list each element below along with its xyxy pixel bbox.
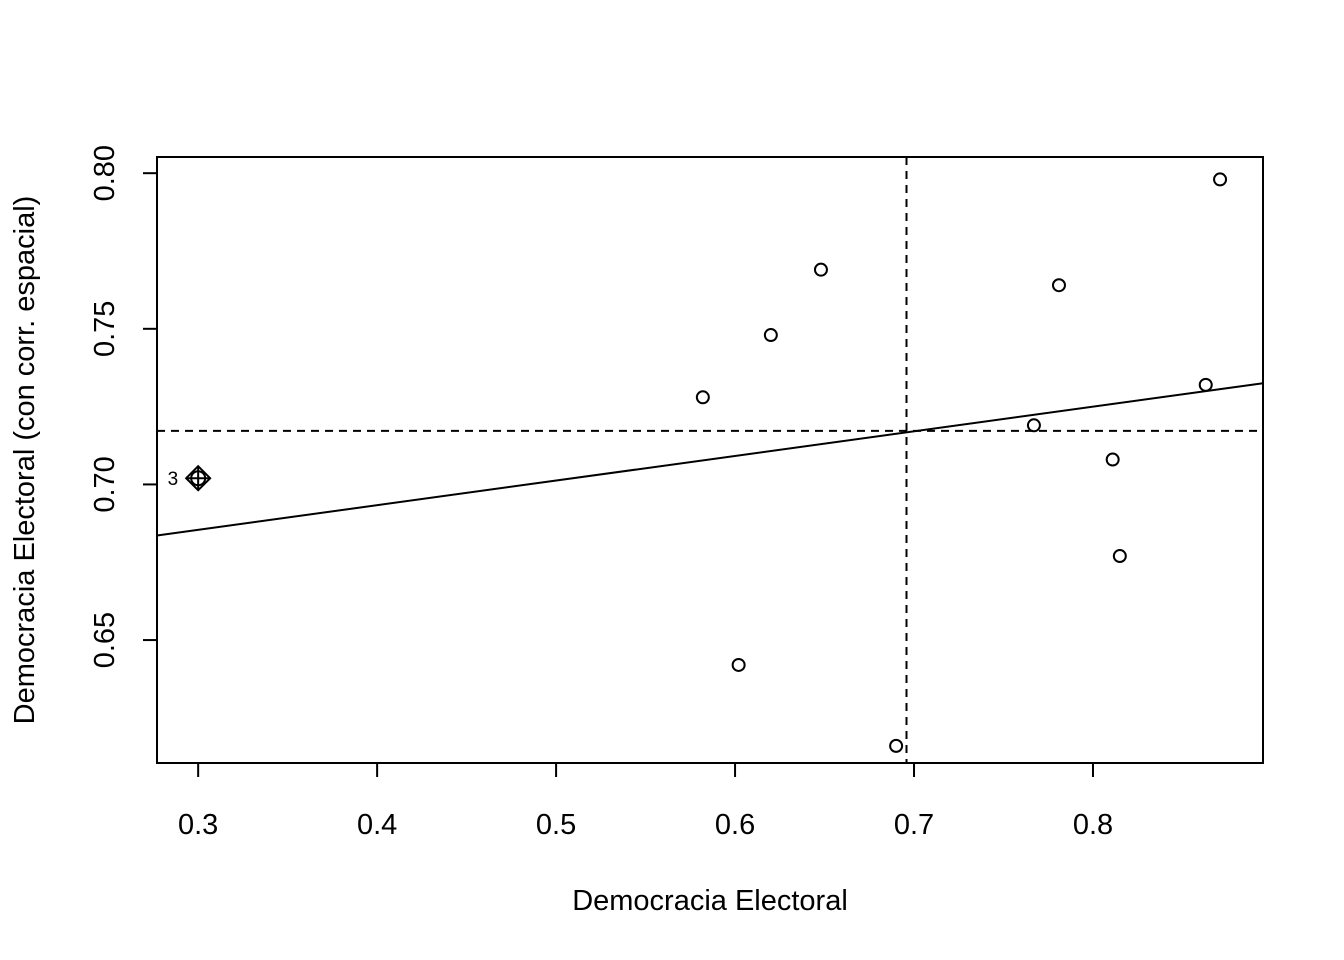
x-tick-label: 0.8 — [1073, 809, 1113, 841]
regression-line — [156, 382, 1264, 537]
scatter-point — [1112, 549, 1127, 564]
scatter-point — [813, 262, 828, 277]
x-tick-label: 0.3 — [178, 809, 218, 841]
y-tick-label: 0.75 — [89, 301, 121, 357]
x-axis-title: Democracia Electoral — [572, 885, 848, 917]
scatter-point — [1105, 452, 1120, 467]
data-points: 3 — [168, 172, 1228, 753]
scatter-point — [731, 657, 746, 672]
x-tick-label: 0.5 — [536, 809, 576, 841]
y-tick-label: 0.80 — [89, 145, 121, 201]
reference-lines — [156, 157, 1264, 763]
point-label: 3 — [168, 469, 179, 490]
scatter-point — [889, 738, 904, 753]
x-tick-label: 0.6 — [715, 809, 755, 841]
y-axis-title: Democracia Electoral (con corr. espacial… — [9, 196, 41, 725]
x-axis: 0.3 0.4 0.5 0.6 0.7 0.8 — [178, 762, 1113, 841]
scatter-point — [695, 390, 710, 405]
y-tick-label: 0.65 — [89, 612, 121, 668]
point-diamond — [184, 464, 212, 492]
scatter-point — [1213, 172, 1228, 187]
x-tick-label: 0.7 — [894, 809, 934, 841]
scatter-point — [763, 328, 778, 343]
scatter-point — [1051, 278, 1066, 293]
y-tick-label: 0.70 — [89, 456, 121, 512]
scatter-point — [1198, 377, 1213, 392]
influential-point: 3 — [168, 464, 212, 492]
plot-frame — [156, 156, 1264, 764]
y-axis: 0.65 0.70 0.75 0.80 — [89, 145, 158, 668]
scatter-point — [1026, 418, 1041, 433]
x-tick-label: 0.4 — [357, 809, 397, 841]
